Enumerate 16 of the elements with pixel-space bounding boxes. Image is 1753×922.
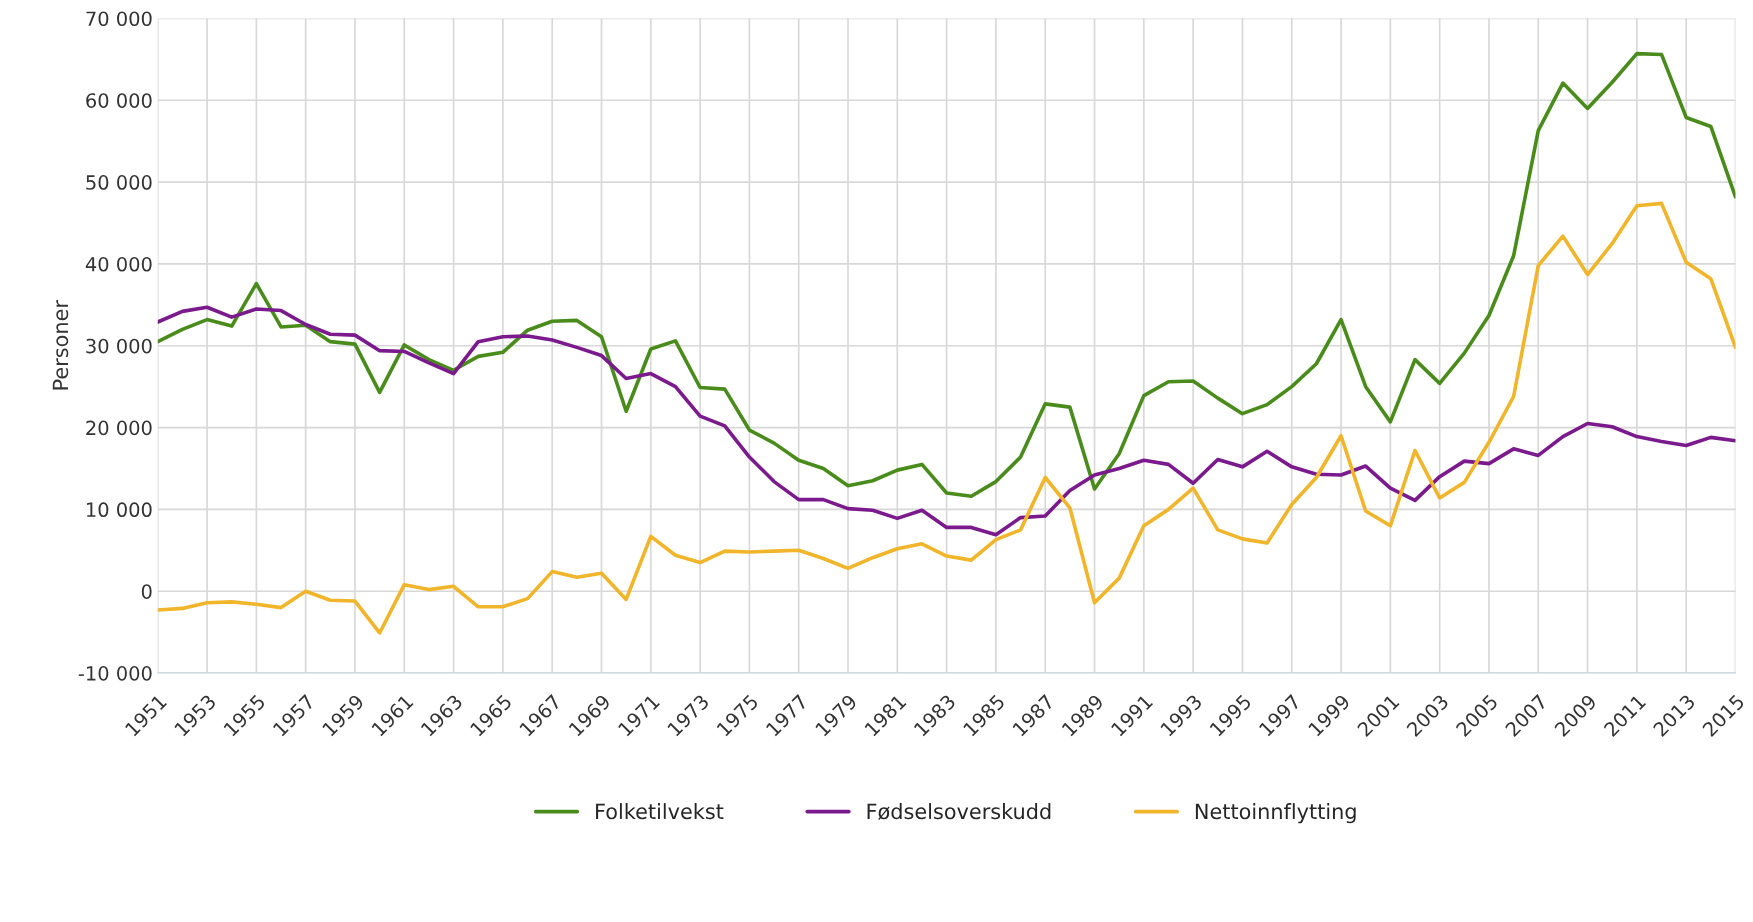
- y-axis-title: Personer: [52, 300, 69, 390]
- y-tick-label: 20 000: [86, 420, 152, 436]
- legend-label: Fødselsoverskudd: [867, 803, 1051, 820]
- legend-label: Folketilvekst: [596, 803, 724, 820]
- y-tick-label: 50 000: [86, 175, 152, 190]
- line-series: [157, 51, 1736, 499]
- line-series: [157, 201, 1736, 635]
- y-tick-label: 60 000: [86, 93, 152, 108]
- line-series: [157, 305, 1736, 537]
- y-tick-label: 10 000: [87, 502, 152, 518]
- y-tick-label: 40 000: [85, 256, 152, 272]
- y-tick-label: -10 000: [78, 666, 152, 681]
- y-tick-label: 70 000: [86, 11, 152, 27]
- y-tick-label: 30 000: [86, 338, 152, 354]
- y-tick-label: 0: [141, 584, 152, 599]
- legend-label: Nettoinnflytting: [1195, 803, 1356, 824]
